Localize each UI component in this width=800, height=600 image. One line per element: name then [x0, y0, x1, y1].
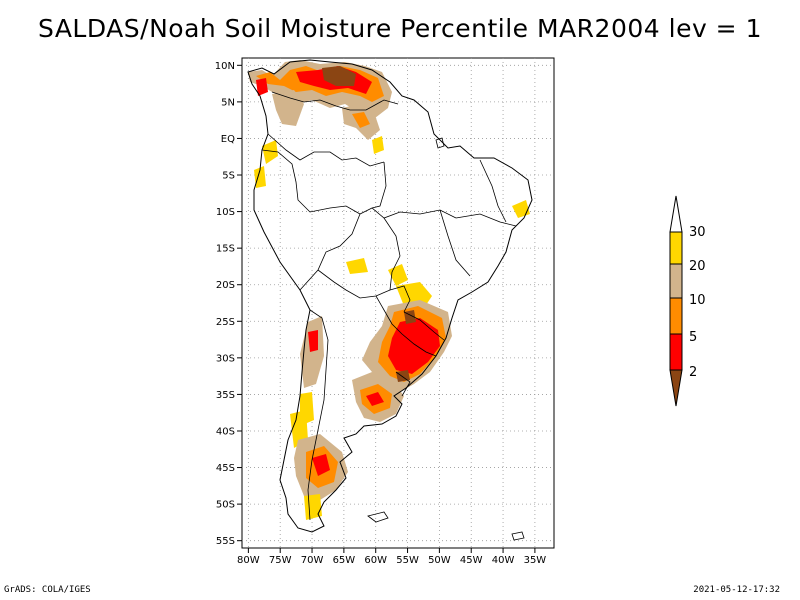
legend-label-30: 30	[689, 225, 706, 240]
southeast-brown-2	[396, 370, 410, 382]
footer-timestamp: 2021-05-12-17:32	[693, 585, 780, 595]
coastline	[247, 59, 533, 533]
lat-tick-label: 30S	[216, 353, 235, 364]
lon-tick-label: 40W	[492, 555, 515, 566]
percentile-shading	[248, 60, 530, 520]
peru-yellow	[254, 166, 266, 188]
legend-label-5: 5	[689, 330, 697, 345]
marajo-island	[435, 137, 445, 149]
lon-tick-label: 35W	[524, 555, 547, 566]
colombia-tan	[272, 90, 304, 126]
lat-tick-label: EQ	[221, 134, 235, 145]
lat-tick-label: 25S	[216, 317, 235, 328]
footer-credit: GrADS: COLA/IGES	[4, 585, 91, 595]
lat-tick-label: 10N	[215, 61, 235, 72]
legend-below2-triangle	[669, 369, 683, 407]
lon-tick-label: 70W	[301, 555, 324, 566]
legend-p10-20	[669, 263, 683, 299]
legend-label-10: 10	[689, 293, 706, 308]
ecuador-yellow	[262, 140, 278, 164]
lat-tick-label: 5N	[221, 97, 235, 108]
lon-tick-label: 65W	[333, 555, 356, 566]
country-borders	[261, 91, 517, 521]
andes-red	[308, 330, 318, 352]
lon-tick-label: 75W	[269, 555, 292, 566]
legend-colorbar: 30 20 10 5 2	[669, 195, 706, 407]
lon-tick-label: 45W	[460, 555, 483, 566]
plot-frame	[241, 57, 555, 549]
southeast-red	[388, 318, 440, 374]
north-brown-region	[322, 66, 356, 86]
lon-tick-label: 80W	[237, 555, 260, 566]
lon-tick-label: 55W	[396, 555, 419, 566]
falkland-islands	[367, 511, 389, 523]
lat-tick-label: 20S	[216, 280, 235, 291]
legend-p5-10	[669, 297, 683, 335]
lat-tick-label: 10S	[216, 207, 235, 218]
amazon-yellow	[372, 136, 384, 154]
legend-label-2: 2	[689, 365, 697, 380]
lon-tick-label: 60W	[364, 555, 387, 566]
map-title: SALDAS/Noah Soil Moisture Percentile MAR…	[38, 14, 762, 43]
central-yellow	[346, 258, 368, 274]
south-georgia	[511, 531, 525, 541]
patagonia-red	[312, 454, 330, 476]
legend-label-20: 20	[689, 259, 706, 274]
lat-tick-label: 55S	[216, 536, 235, 547]
lon-tick-label: 50W	[428, 555, 451, 566]
pampas-red	[366, 392, 384, 406]
guyana-orange	[352, 112, 370, 128]
lat-tick-label: 40S	[216, 426, 235, 437]
legend-above30-triangle	[669, 195, 683, 233]
legend-p2-5	[669, 333, 683, 371]
lat-tick-label: 15S	[216, 244, 235, 255]
legend-p20-30	[669, 231, 683, 265]
lat-tick-label: 50S	[216, 500, 235, 511]
lat-tick-label: 45S	[216, 463, 235, 474]
longitude-labels: 80W 75W 70W 65W 60W 55W 50W 45W 40W 35W	[237, 548, 546, 566]
lat-tick-label: 35S	[216, 390, 235, 401]
nw-red-spot	[256, 78, 268, 96]
lat-tick-label: 5S	[222, 171, 235, 182]
latitude-labels: 10N 5N EQ 5S 10S 15S 20S 25S 30S 35S 40S 45S 50S 55S	[215, 61, 242, 547]
